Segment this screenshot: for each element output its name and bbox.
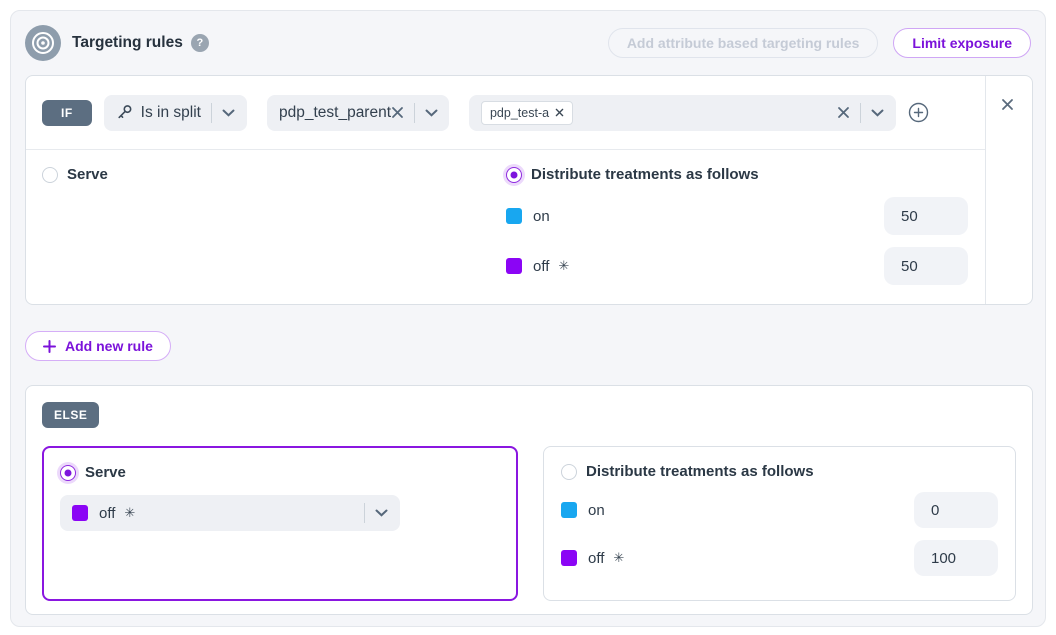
default-treatment-icon: ✳: [613, 550, 625, 565]
add-condition-icon[interactable]: [908, 102, 929, 123]
chevron-down-icon[interactable]: [222, 109, 235, 117]
remove-chip-icon[interactable]: [555, 108, 564, 117]
add-new-rule-button[interactable]: Add new rule: [25, 331, 171, 361]
treatment-color-swatch: [561, 550, 577, 566]
targeting-rules-panel: Targeting rules ? Add attribute based ta…: [10, 10, 1046, 627]
serve-distribute-area: Serve Distribute treatments as follows o…: [26, 150, 985, 304]
else-serve-card[interactable]: Serve off ✳: [42, 446, 518, 601]
serve-option: Serve: [26, 166, 506, 304]
else-distribute-radio-row[interactable]: Distribute treatments as follows: [561, 463, 998, 480]
panel-header: Targeting rules ? Add attribute based ta…: [25, 25, 1031, 61]
divider: [210, 102, 212, 123]
targeting-rule-card: IF Is in split: [25, 75, 1033, 305]
page-title: Targeting rules: [72, 34, 183, 51]
distribute-radio-row[interactable]: Distribute treatments as follows: [506, 166, 968, 183]
else-distribute-card[interactable]: Distribute treatments as follows on off …: [543, 446, 1016, 601]
treatment-color-swatch: [561, 502, 577, 518]
selected-chip: pdp_test-a: [480, 100, 574, 125]
treatment-color-swatch: [506, 258, 522, 274]
treatment-color-swatch: [506, 208, 522, 224]
if-badge: IF: [42, 99, 92, 126]
treatment-name: off: [588, 549, 605, 567]
default-treatment-icon: ✳: [558, 258, 570, 273]
else-serve-treatment-select[interactable]: off ✳: [60, 495, 400, 531]
serve-label: Serve: [67, 166, 108, 183]
split-select[interactable]: pdp_test_parent: [266, 94, 449, 131]
else-serve-radio-row[interactable]: Serve: [60, 464, 500, 481]
else-serve-label: Serve: [85, 464, 126, 481]
distribute-radio[interactable]: [506, 166, 522, 183]
serve-radio[interactable]: [42, 166, 58, 183]
treatment-name: on: [533, 207, 550, 225]
chevron-down-icon[interactable]: [375, 509, 388, 517]
matcher-label: Is in split: [140, 103, 201, 121]
treatment-name: off: [533, 257, 550, 275]
target-icon: [25, 25, 61, 61]
condition-row: IF Is in split: [26, 76, 985, 150]
percent-input[interactable]: [914, 540, 998, 576]
divider: [860, 102, 861, 123]
else-distribute-label: Distribute treatments as follows: [586, 463, 814, 480]
help-icon[interactable]: ?: [190, 34, 209, 52]
rule-content: IF Is in split: [26, 76, 985, 304]
clear-selection-icon[interactable]: [837, 106, 850, 119]
serve-radio-row[interactable]: Serve: [42, 166, 506, 183]
treatment-name: on: [588, 501, 605, 519]
default-treatment-icon: ✳: [124, 505, 136, 520]
else-rule-card: ELSE Serve off ✳: [25, 385, 1033, 615]
treatment-row: on: [561, 492, 998, 528]
limit-exposure-button[interactable]: Limit exposure: [893, 28, 1031, 58]
add-attribute-rules-button[interactable]: Add attribute based targeting rules: [607, 28, 879, 58]
else-distribute-radio[interactable]: [561, 463, 577, 480]
treatment-multiselect[interactable]: pdp_test-a: [468, 94, 896, 131]
treatment-row: off ✳: [506, 247, 968, 285]
matcher-select[interactable]: Is in split: [103, 94, 247, 131]
rule-side-column: [985, 76, 1032, 304]
clear-split-icon[interactable]: [391, 106, 404, 119]
delete-rule-icon[interactable]: [1001, 96, 1017, 112]
divider: [364, 503, 365, 523]
percent-input[interactable]: [884, 247, 968, 285]
distribute-label: Distribute treatments as follows: [531, 166, 759, 183]
treatment-name: off: [99, 504, 116, 522]
else-body: Serve off ✳: [42, 446, 1016, 601]
chevron-down-icon[interactable]: [425, 109, 438, 117]
treatment-row: on: [506, 197, 968, 235]
treatment-row: off ✳: [561, 540, 998, 576]
split-select-value: pdp_test_parent: [278, 103, 391, 121]
percent-input[interactable]: [914, 492, 998, 528]
else-badge: ELSE: [42, 402, 100, 428]
add-new-rule-label: Add new rule: [65, 338, 153, 354]
percent-input[interactable]: [884, 197, 968, 235]
distribute-option: Distribute treatments as follows on off …: [506, 166, 985, 304]
key-icon: [116, 104, 133, 121]
chip-label: pdp_test-a: [489, 105, 550, 120]
treatment-color-swatch: [72, 505, 88, 521]
else-serve-radio[interactable]: [60, 464, 76, 481]
divider: [413, 102, 415, 123]
chevron-down-icon[interactable]: [871, 109, 884, 117]
plus-icon: [43, 339, 56, 353]
